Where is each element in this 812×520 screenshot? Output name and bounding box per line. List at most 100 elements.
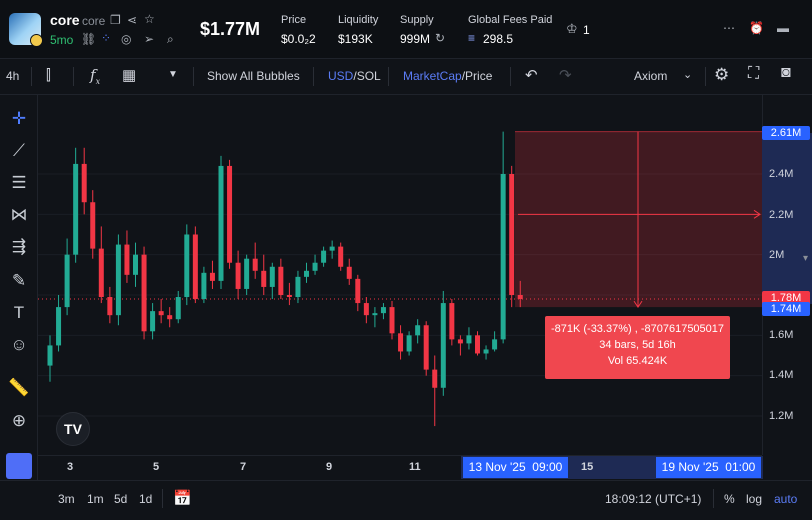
- forecast-icon[interactable]: ⇶: [11, 237, 27, 256]
- measure-bars: 34 bars, 5d 16h: [599, 339, 676, 351]
- trendline-icon[interactable]: ⟋: [13, 141, 25, 160]
- measure-range-highlight: [762, 133, 812, 304]
- chart-toolbar: [0, 59, 812, 95]
- metric-toggle[interactable]: MarketCap/Price: [403, 69, 493, 83]
- text-tool-icon[interactable]: T: [13, 303, 25, 322]
- percent-toggle[interactable]: %: [724, 492, 735, 506]
- candle-body: [423, 325, 429, 370]
- toolbar-divider: [713, 489, 714, 508]
- token-name: core: [82, 14, 106, 28]
- candle-type-icon[interactable]: ⫿: [46, 67, 51, 84]
- candle-body: [389, 307, 395, 334]
- brush-icon[interactable]: ✎: [11, 271, 27, 290]
- fib-retracement-icon[interactable]: ☰: [11, 173, 27, 192]
- candle-body: [304, 270, 309, 277]
- camera-icon[interactable]: ◙: [781, 64, 791, 81]
- currency-toggle[interactable]: USD/SOL: [328, 69, 381, 83]
- alarm-icon[interactable]: ⏰: [749, 21, 764, 35]
- telegram-icon[interactable]: ➢: [144, 32, 155, 46]
- candle-body: [295, 276, 301, 298]
- chevron-down-icon[interactable]: ⌄: [683, 69, 693, 81]
- emoji-icon[interactable]: ☺: [10, 335, 28, 354]
- candle-body: [398, 333, 404, 352]
- indicators-icon[interactable]: fx: [90, 66, 101, 86]
- crown-icon[interactable]: ♔: [566, 21, 578, 36]
- candle-body: [244, 258, 250, 289]
- candle-body: [218, 165, 224, 281]
- candle-body: [269, 266, 275, 287]
- community-icon[interactable]: ⁘: [101, 31, 112, 45]
- undo-icon[interactable]: ↶: [525, 67, 538, 84]
- link-icon[interactable]: ⛓: [81, 32, 97, 46]
- token-age: 5mo: [50, 33, 74, 47]
- theme-select[interactable]: Axiom: [634, 69, 668, 83]
- range-button-5d[interactable]: 5d: [114, 492, 128, 506]
- fullscreen-icon[interactable]: ⛶: [748, 65, 760, 82]
- pump-badge-icon: [30, 34, 43, 47]
- toolbar-divider: [510, 67, 511, 86]
- color-swatch-button[interactable]: [6, 453, 32, 479]
- candle-body: [184, 234, 190, 298]
- range-button-1d[interactable]: 1d: [139, 492, 153, 506]
- price-tick: 2.2M: [769, 209, 794, 221]
- candle-body: [150, 311, 156, 332]
- zoom-in-icon[interactable]: ⊕: [11, 411, 27, 430]
- globe-icon[interactable]: ◎: [121, 32, 132, 46]
- copy-icon[interactable]: ❐: [110, 13, 121, 27]
- search-icon[interactable]: ⌕: [167, 32, 174, 46]
- candle-body: [90, 202, 96, 249]
- crosshair-icon[interactable]: ✛: [11, 109, 27, 128]
- candle-body: [500, 174, 506, 340]
- stat-label-price: Price: [281, 14, 307, 26]
- stat-value-fees: 298.5: [483, 32, 514, 46]
- time-tick: 7: [240, 461, 247, 473]
- layout-grid-icon[interactable]: ▦: [122, 67, 137, 84]
- interval-select[interactable]: 4h: [6, 69, 20, 83]
- log-toggle[interactable]: log: [746, 492, 763, 506]
- current-price-tag: 1.78M: [762, 291, 810, 305]
- candle-body: [355, 278, 361, 304]
- price-chart[interactable]: [38, 95, 762, 455]
- share-icon[interactable]: ⋖: [127, 13, 138, 27]
- candle-body: [483, 349, 489, 354]
- star-icon[interactable]: ☆: [144, 12, 155, 26]
- tradingview-logo[interactable]: TV: [56, 412, 90, 446]
- candle-body: [432, 369, 438, 388]
- candle-body: [141, 254, 147, 332]
- toolbar-divider: [162, 489, 163, 508]
- candle-body: [492, 339, 498, 350]
- toolbar-divider: [31, 67, 32, 86]
- toolbar-divider: [313, 67, 314, 86]
- price-tick: 2.4M: [769, 168, 794, 180]
- ruler-icon[interactable]: 📏: [8, 378, 30, 397]
- candle-body: [107, 297, 113, 316]
- clock-display[interactable]: 18:09:12 (UTC+1): [605, 492, 702, 506]
- axis-scroll-icon[interactable]: ▾: [803, 253, 809, 264]
- pattern-icon[interactable]: ⋈: [10, 205, 28, 224]
- goto-date-icon[interactable]: 📅: [173, 490, 192, 507]
- price-tick: 1.6M: [769, 329, 794, 341]
- stat-label-liquidity: Liquidity: [338, 14, 379, 26]
- auto-toggle[interactable]: auto: [774, 492, 798, 506]
- measure-end-time-tag: 19 Nov '25 01:00: [656, 457, 761, 478]
- refresh-icon[interactable]: ↻: [435, 31, 446, 45]
- settings-gear-icon[interactable]: ⚙: [714, 65, 730, 84]
- toolbar-divider: [193, 67, 194, 86]
- price-tick: 2M: [769, 249, 785, 261]
- stat-label-supply: Supply: [400, 14, 434, 26]
- candle-body: [363, 303, 369, 316]
- candle-body: [475, 335, 480, 354]
- candle-body: [329, 246, 335, 251]
- candle-body: [509, 174, 515, 295]
- range-button-3m[interactable]: 3m: [58, 492, 75, 506]
- chevron-down-icon[interactable]: ▼: [168, 69, 178, 80]
- candle-body: [415, 325, 421, 336]
- range-button-1m[interactable]: 1m: [87, 492, 104, 506]
- redo-icon[interactable]: ↷: [559, 67, 572, 84]
- panel-icon[interactable]: ▬: [777, 21, 789, 35]
- candle-body: [167, 315, 173, 320]
- toolbar-divider: [73, 67, 74, 86]
- candle-body: [449, 303, 455, 340]
- show-bubbles-button[interactable]: Show All Bubbles: [207, 69, 300, 83]
- dots-icon[interactable]: ⋯: [723, 21, 735, 35]
